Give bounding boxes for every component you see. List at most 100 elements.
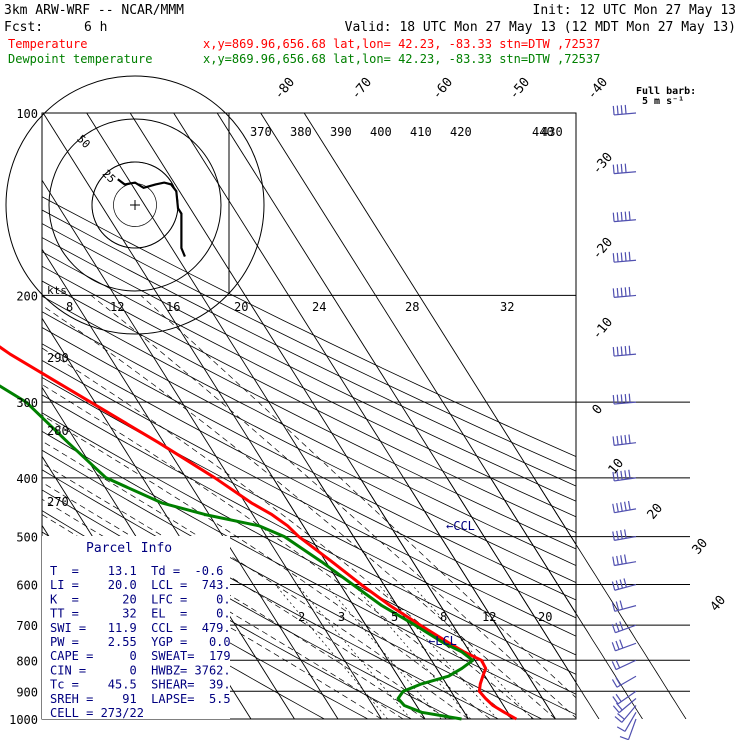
- temperature-legend-label: Temperature: [8, 37, 87, 51]
- wind-barb: [611, 578, 637, 591]
- wind-barb-flag: [623, 501, 627, 511]
- parcel-info-row: CIN = 0 HWBZ= 3762.: [50, 663, 231, 677]
- wind-barb-flag: [617, 713, 625, 720]
- model-title: 3km ARW-WRF -- NCAR/MMM: [4, 3, 184, 18]
- wind-barb-flag: [628, 211, 631, 221]
- valid-time: Valid: 18 UTC Mon 27 May 13 (12 MDT Mon …: [345, 20, 736, 35]
- wind-barb-flag: [620, 163, 623, 173]
- theta-e-label: 16: [166, 300, 180, 314]
- wind-barb: [612, 211, 637, 223]
- isotherm-extension: [272, 477, 426, 719]
- wind-barb: [611, 659, 637, 671]
- theta-e-label: 8: [66, 300, 73, 314]
- parcel-info-row: T = 13.1 Td = -0.6: [50, 564, 223, 578]
- wind-barb-flag: [623, 578, 627, 588]
- mixing-ratio-line: [274, 584, 388, 719]
- isotherm-label: 0: [590, 402, 607, 418]
- moist-adiabat: [140, 295, 576, 699]
- wind-barb-flag: [628, 345, 631, 355]
- wind-barb-flag: [623, 529, 627, 539]
- wind-barb: [612, 251, 637, 263]
- wind-barb-flag: [620, 435, 623, 445]
- wind-barb: [612, 393, 637, 405]
- lcl-marker: ←LCL: [428, 634, 457, 648]
- dry-adiabat: [42, 251, 576, 518]
- isotherm-label: -30: [590, 150, 617, 178]
- hodograph-units-label: kts: [47, 284, 67, 297]
- init-time: Init: 12 UTC Mon 27 May 13: [533, 3, 737, 18]
- theta-label: 390: [330, 125, 352, 139]
- wind-barb-flag: [628, 434, 631, 444]
- wind-barb: [612, 690, 637, 705]
- isotherm-extension: [316, 477, 469, 719]
- isotherm-label: 40: [708, 593, 730, 615]
- wind-barb-flag: [615, 601, 620, 611]
- parcel-info-row: Tc = 45.5 SHEAR= 39.: [50, 678, 231, 692]
- wind-barb-flag: [611, 602, 616, 612]
- theta-e-label: 32: [500, 300, 514, 314]
- dry-adiabat: [42, 394, 576, 675]
- isotherm-line: [42, 317, 295, 719]
- wind-barb-flag: [620, 211, 623, 221]
- isotherm-label: 20: [645, 501, 667, 523]
- wind-barb-flag: [615, 693, 622, 702]
- isotherm-label: 30: [690, 536, 712, 558]
- theta-label: 270: [47, 495, 69, 509]
- wind-barb-flag: [616, 726, 626, 732]
- isotherm-label: -20: [590, 235, 617, 263]
- wind-barb-flag: [628, 469, 631, 479]
- wind-barb: [612, 698, 637, 714]
- parcel-info-row: CAPE = 0 SWEAT= 179: [50, 649, 231, 663]
- dry-adiabat: [42, 327, 576, 601]
- wind-barb-flag: [615, 702, 623, 711]
- moist-adiabat: [42, 304, 556, 719]
- hodograph-ring: [48, 118, 222, 292]
- wind-barb-flag: [619, 736, 629, 740]
- wind-barb-flag: [620, 105, 623, 115]
- ccl-marker: ←CCL: [446, 519, 475, 533]
- wind-barb-flag: [615, 580, 620, 590]
- wind-barb-shaft: [627, 718, 637, 740]
- wind-barb-flag: [612, 436, 615, 446]
- wind-barb-shaft: [614, 294, 637, 298]
- isotherm-label: -10: [590, 315, 617, 343]
- theta-label: 410: [410, 125, 432, 139]
- wind-barb-flag: [620, 502, 623, 512]
- hodograph-ring-label: 25: [100, 167, 119, 186]
- wind-barb-flag: [620, 287, 623, 297]
- mixing-ratio-line: [353, 584, 471, 719]
- wind-barb-flag: [612, 347, 615, 357]
- mixing-ratio-label: 20: [538, 610, 552, 624]
- wind-barb-flag: [614, 716, 623, 723]
- wind-barb-flag: [619, 639, 624, 649]
- wind-barb-flag: [620, 530, 623, 540]
- wind-barb: [612, 434, 637, 446]
- wind-barb-flag: [624, 470, 627, 480]
- dry-adiabat: [42, 449, 542, 719]
- dewpoint-legend-label: Dewpoint temperature: [8, 52, 153, 66]
- pressure-tick-label: 1000: [9, 713, 38, 727]
- wind-barb-flag: [619, 621, 624, 631]
- dry-adiabat: [42, 311, 576, 583]
- isotherm-extension: [359, 477, 513, 719]
- wind-barb-shaft: [615, 659, 637, 671]
- theta-e-label: 28: [405, 300, 419, 314]
- wind-barb-shaft: [615, 624, 637, 634]
- parcel-info-title: Parcel Info: [86, 541, 172, 556]
- wind-barb-flag: [612, 471, 615, 481]
- mixing-ratio-label: 5: [391, 610, 398, 624]
- isotherm-label: -70: [349, 75, 376, 103]
- isotherm-extension: [446, 477, 600, 719]
- wind-barb-flag: [624, 104, 627, 114]
- wind-barb-flag: [611, 679, 618, 688]
- wind-barb-flag: [616, 435, 619, 445]
- wind-barb-shaft: [614, 171, 637, 175]
- dry-adiabat: [42, 209, 576, 472]
- isotherm-label: 10: [606, 456, 628, 478]
- pressure-tick-label: 600: [16, 579, 38, 593]
- dry-adiabat: [42, 295, 576, 566]
- pressure-tick-label: 300: [16, 396, 38, 410]
- moist-adiabat: [90, 295, 576, 719]
- wind-barb-flag: [612, 705, 620, 714]
- hodograph-ring-label: 50: [74, 132, 93, 151]
